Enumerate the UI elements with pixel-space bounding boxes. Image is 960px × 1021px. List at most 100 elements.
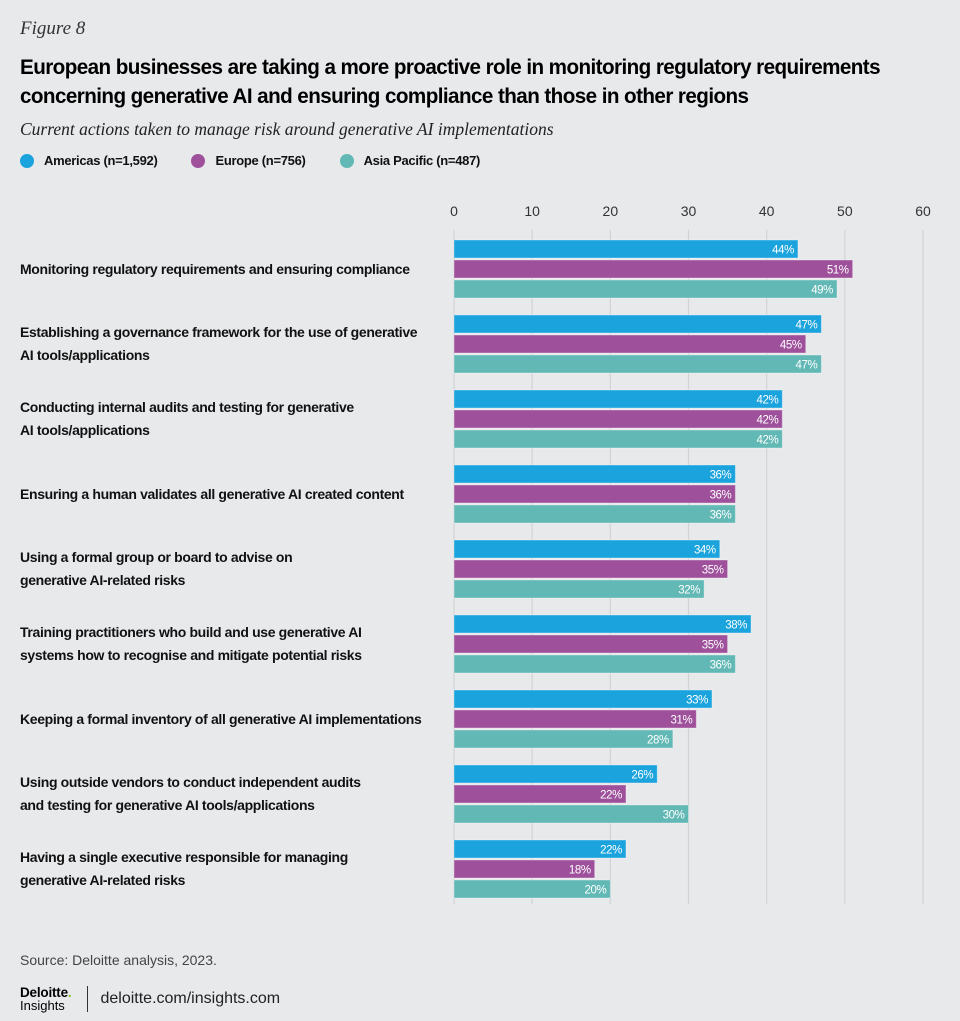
bar-americas-2 bbox=[453, 389, 783, 409]
bar-value-label-asia-pacific-8: 20% bbox=[585, 885, 607, 897]
bar-value-label-europe-0: 51% bbox=[827, 265, 849, 277]
category-label-line: AI tools/applications bbox=[20, 347, 150, 363]
category-label-2: Conducting internal audits and testing f… bbox=[20, 396, 445, 442]
x-tick-label-50: 50 bbox=[837, 203, 853, 219]
legend-label-asia-pacific: Asia Pacific (n=487) bbox=[363, 153, 481, 168]
bar-value-label-europe-2: 42% bbox=[756, 415, 778, 427]
bar-asia-pacific-8 bbox=[453, 879, 611, 899]
x-tick-label-30: 30 bbox=[681, 203, 697, 219]
bar-value-label-americas-3: 36% bbox=[710, 470, 732, 482]
bar-europe-6 bbox=[453, 709, 697, 729]
category-label-1: Establishing a governance framework for … bbox=[20, 321, 445, 367]
category-label-line: and testing for generative AI tools/appl… bbox=[20, 797, 315, 813]
bar-asia-pacific-5 bbox=[453, 654, 736, 674]
bar-value-label-americas-0: 44% bbox=[772, 245, 794, 257]
category-label-line: Having a single executive responsible fo… bbox=[20, 849, 348, 865]
category-label-5: Training practitioners who build and use… bbox=[20, 621, 445, 667]
category-label-4: Using a formal group or board to advise … bbox=[20, 546, 445, 592]
bar-asia-pacific-4 bbox=[453, 579, 705, 599]
logo-insights: Insights bbox=[20, 998, 65, 1013]
bar-value-label-americas-6: 33% bbox=[686, 695, 708, 707]
category-label-7: Using outside vendors to conduct indepen… bbox=[20, 771, 445, 817]
x-tick-label-60: 60 bbox=[915, 203, 931, 219]
legend: Americas (n=1,592) Europe (n=756) Asia P… bbox=[20, 153, 514, 168]
category-label-line: Monitoring regulatory requirements and e… bbox=[20, 260, 410, 277]
bar-europe-7 bbox=[453, 784, 627, 804]
bar-americas-1 bbox=[453, 314, 822, 334]
x-tick-label-10: 10 bbox=[524, 203, 540, 219]
category-label-line: AI tools/applications bbox=[20, 422, 150, 438]
bar-europe-3 bbox=[453, 484, 736, 504]
category-label-line: generative AI-related risks bbox=[20, 572, 186, 588]
bar-europe-0 bbox=[453, 259, 854, 279]
legend-item-europe: Europe (n=756) bbox=[191, 153, 306, 168]
bar-americas-6 bbox=[453, 689, 713, 709]
deloitte-insights-logo: Deloitte. Insights bbox=[20, 985, 72, 1013]
bar-asia-pacific-1 bbox=[453, 354, 822, 374]
bar-europe-8 bbox=[453, 859, 596, 879]
bar-asia-pacific-0 bbox=[453, 279, 838, 299]
logo-green-dot: . bbox=[67, 985, 72, 1000]
category-label-8: Having a single executive responsible fo… bbox=[20, 846, 445, 892]
legend-swatch-asia-pacific bbox=[339, 153, 354, 168]
category-label-line: Conducting internal audits and testing f… bbox=[20, 399, 354, 415]
x-tick-label-0: 0 bbox=[450, 203, 458, 219]
bar-value-label-europe-5: 35% bbox=[702, 640, 724, 652]
bar-americas-5 bbox=[453, 614, 752, 634]
category-label-line: Ensuring a human validates all generativ… bbox=[20, 485, 404, 502]
bar-value-label-americas-4: 34% bbox=[694, 545, 716, 557]
bar-value-label-americas-8: 22% bbox=[600, 845, 622, 857]
bar-europe-1 bbox=[453, 334, 807, 354]
bar-value-label-asia-pacific-6: 28% bbox=[647, 735, 669, 747]
legend-swatch-europe bbox=[191, 153, 206, 168]
category-label-line: Using a formal group or board to advise … bbox=[20, 549, 293, 565]
bar-asia-pacific-2 bbox=[453, 429, 783, 449]
footer-url-link[interactable]: deloitte.com/insights.com bbox=[100, 990, 281, 1007]
bar-value-label-europe-3: 36% bbox=[710, 490, 732, 502]
bar-americas-7 bbox=[453, 764, 658, 784]
category-label-line: Establishing a governance framework for … bbox=[20, 324, 418, 340]
x-tick-label-20: 20 bbox=[603, 203, 619, 219]
bar-asia-pacific-6 bbox=[453, 729, 674, 749]
bar-value-label-europe-4: 35% bbox=[702, 565, 724, 577]
bar-value-label-americas-1: 47% bbox=[796, 320, 818, 332]
bar-value-label-europe-6: 31% bbox=[670, 715, 692, 727]
bar-asia-pacific-3 bbox=[453, 504, 736, 524]
bar-value-label-asia-pacific-4: 32% bbox=[678, 585, 700, 597]
chart-subtitle: Current actions taken to manage risk aro… bbox=[20, 119, 554, 139]
bar-asia-pacific-7 bbox=[453, 804, 689, 824]
legend-label-americas: Americas (n=1,592) bbox=[44, 153, 158, 168]
bar-value-label-americas-5: 38% bbox=[725, 620, 747, 632]
chart-title: European businesses are taking a more pr… bbox=[20, 55, 881, 108]
category-label-0: Monitoring regulatory requirements and e… bbox=[20, 258, 445, 281]
bar-value-label-europe-8: 18% bbox=[569, 865, 591, 877]
footer: Deloitte. Insights deloitte.com/insights… bbox=[20, 986, 280, 1012]
footer-divider bbox=[87, 986, 89, 1012]
bar-americas-3 bbox=[453, 464, 736, 484]
category-label-line: generative AI-related risks bbox=[20, 872, 186, 888]
bar-value-label-asia-pacific-1: 47% bbox=[796, 360, 818, 372]
bar-value-label-europe-7: 22% bbox=[600, 790, 622, 802]
logo-deloitte-text: Deloitte bbox=[20, 985, 68, 1000]
bar-value-label-americas-2: 42% bbox=[756, 395, 778, 407]
category-label-3: Ensuring a human validates all generativ… bbox=[20, 483, 445, 506]
legend-item-americas: Americas (n=1,592) bbox=[20, 153, 158, 168]
category-label-line: systems how to recognise and mitigate po… bbox=[20, 647, 362, 663]
bar-value-label-asia-pacific-2: 42% bbox=[756, 435, 778, 447]
bar-europe-2 bbox=[453, 409, 783, 429]
bar-value-label-asia-pacific-7: 30% bbox=[663, 810, 685, 822]
category-label-line: Training practitioners who build and use… bbox=[20, 624, 362, 640]
bar-value-label-asia-pacific-0: 49% bbox=[811, 285, 833, 297]
legend-item-asia-pacific: Asia Pacific (n=487) bbox=[339, 153, 481, 168]
legend-label-europe: Europe (n=756) bbox=[215, 153, 306, 168]
x-tick-label-40: 40 bbox=[759, 203, 775, 219]
bar-americas-4 bbox=[453, 539, 721, 559]
source-note: Source: Deloitte analysis, 2023. bbox=[20, 952, 217, 968]
bar-value-label-asia-pacific-3: 36% bbox=[710, 510, 732, 522]
category-label-line: Using outside vendors to conduct indepen… bbox=[20, 774, 361, 790]
bar-europe-4 bbox=[453, 559, 729, 579]
logo-deloitte: Deloitte. bbox=[20, 985, 72, 1000]
bar-americas-8 bbox=[453, 839, 627, 859]
bar-value-label-asia-pacific-5: 36% bbox=[710, 660, 732, 672]
